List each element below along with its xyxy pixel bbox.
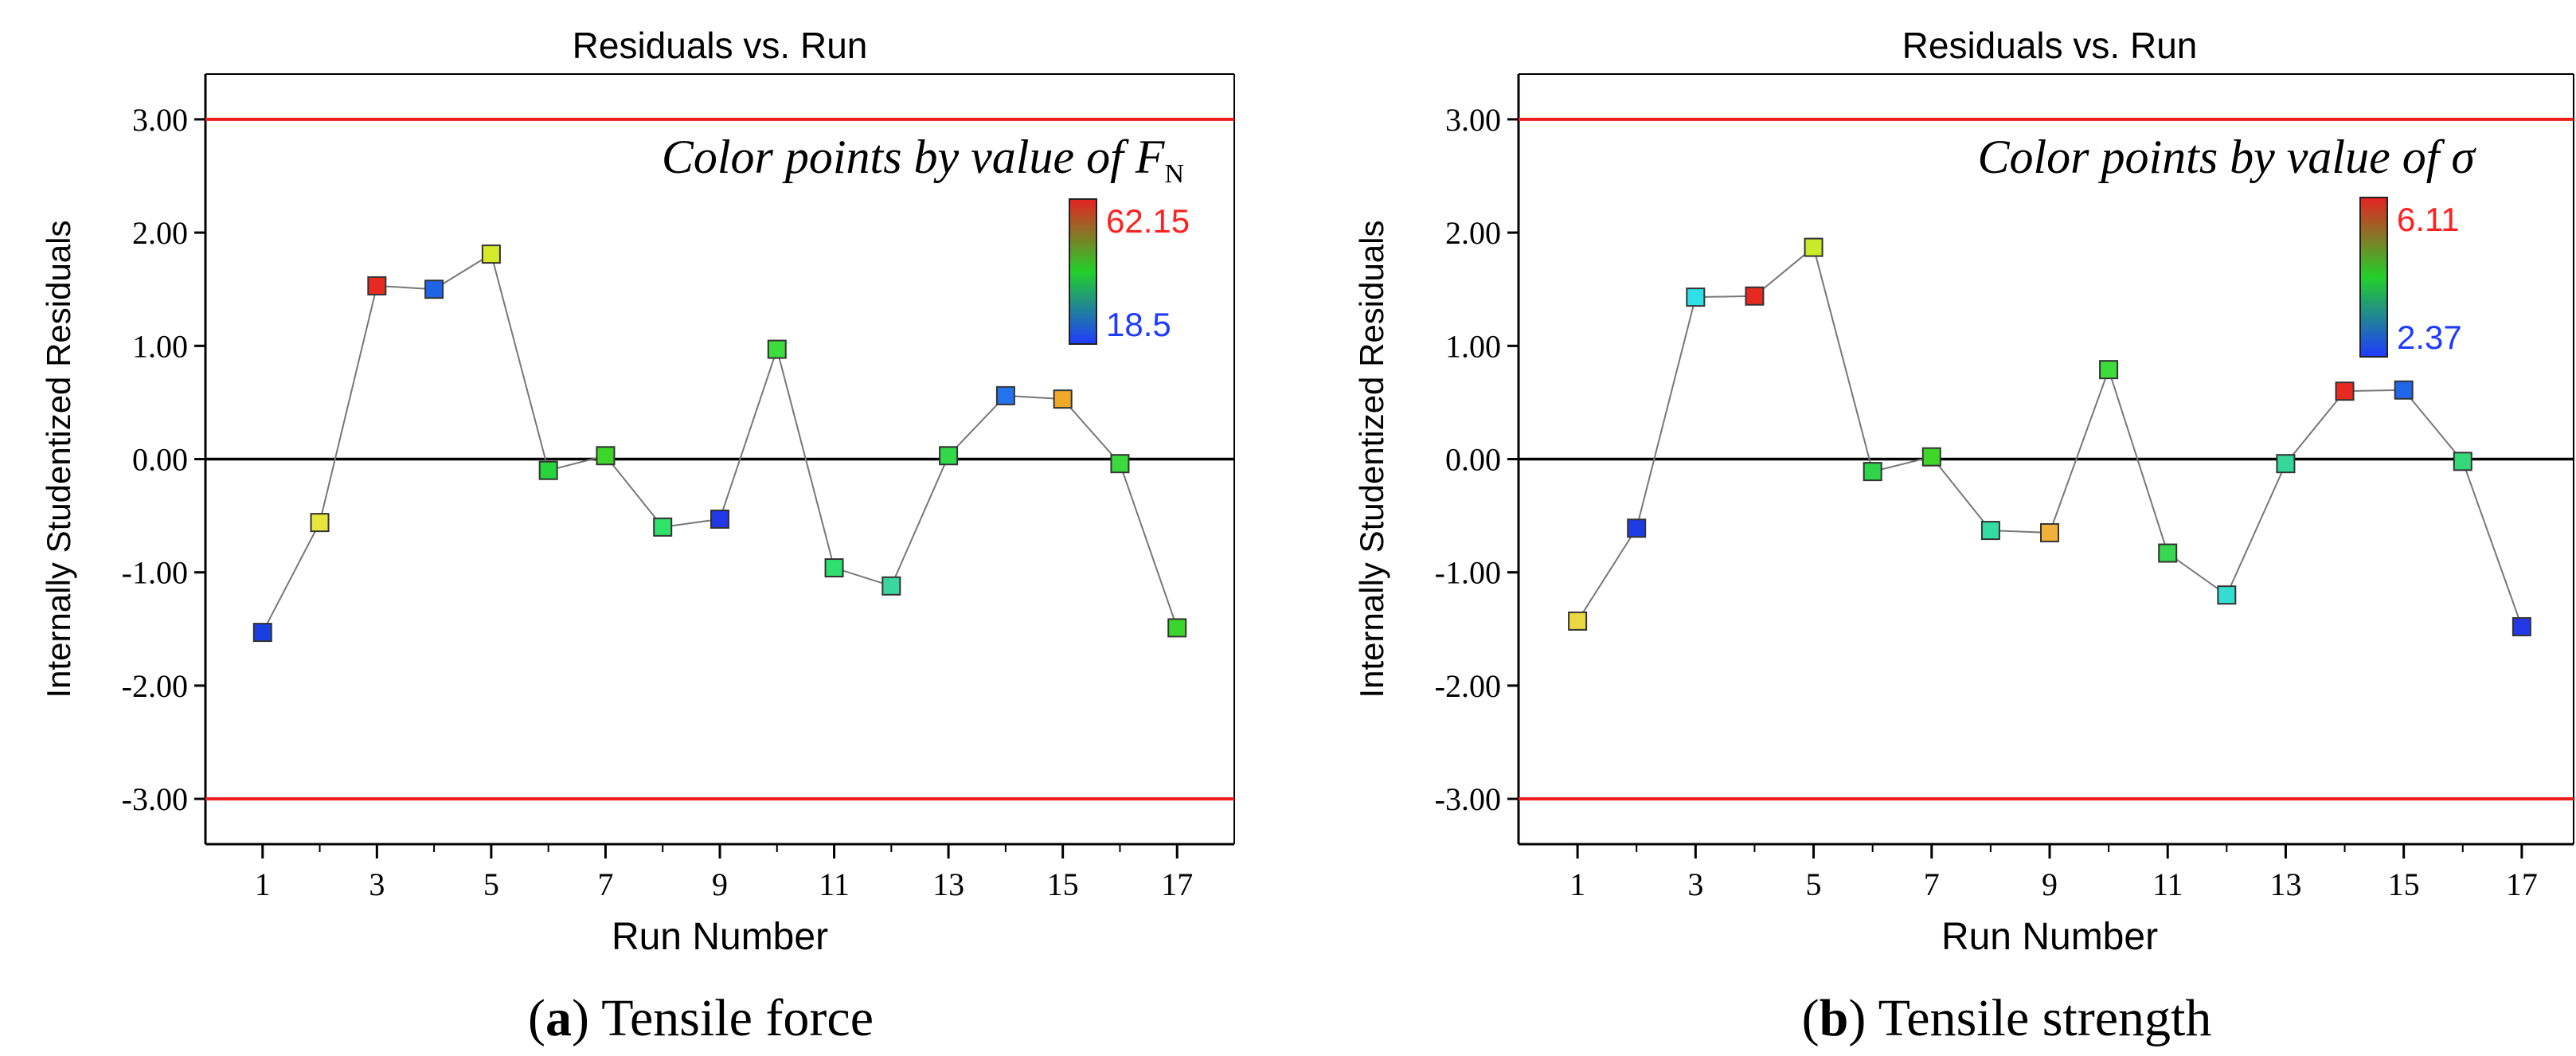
chart-a-y-tick-label: -1.00	[122, 555, 188, 591]
chart-a-point-run-8	[653, 517, 673, 537]
chart-a-point-run-12	[881, 576, 901, 596]
chart-a-y-tick-label: 1.00	[132, 328, 188, 364]
chart-a-point-run-6	[538, 460, 558, 480]
chart-b-color-scale-bar	[2359, 197, 2388, 358]
chart-a-point-run-4	[424, 280, 444, 299]
chart-b-title: Residuals vs. Run	[1902, 25, 2198, 66]
chart-b-x-tick-label: 3	[1687, 866, 1703, 902]
chart-b-y-tick-label: 3.00	[1445, 102, 1501, 138]
chart-b-point-run-17	[2512, 616, 2531, 636]
chart-a-point-run-15	[1053, 389, 1073, 409]
chart-b-x-tick-label: 7	[1924, 866, 1940, 902]
chart-b-point-run-6	[1863, 462, 1882, 482]
chart-a-x-tick-label: 7	[597, 866, 613, 902]
chart-a-x-tick-label: 9	[712, 866, 728, 902]
chart-b-point-run-1	[1568, 611, 1588, 631]
chart-b-point-run-9	[2040, 522, 2059, 542]
chart-a-x-tick-label: 3	[369, 866, 385, 902]
chart-b-caption: (b) Tensile strength	[1802, 989, 2212, 1047]
chart-a-color-scale-low-label: 18.5	[1106, 306, 1171, 343]
chart-panel-b: Residuals vs. Run 3.00 2.00 1.00 0.00 -1.00 -2…	[1353, 25, 2574, 1047]
chart-a-caption: (a) Tensile force	[528, 989, 874, 1047]
chart-b-x-tick-label: 11	[2152, 866, 2183, 902]
chart-a-y-tick-label: 3.00	[132, 102, 188, 138]
chart-a-x-tick-label: 15	[1047, 866, 1079, 902]
chart-a-y-tick-label: -3.00	[122, 781, 188, 817]
chart-b-x-tick-label: 5	[1806, 866, 1822, 902]
chart-b-y-tick-label: 1.00	[1445, 328, 1501, 364]
chart-a-point-run-3	[367, 276, 387, 295]
chart-b-color-scale-high-label: 6.11	[2397, 201, 2460, 238]
chart-a-residual-line	[261, 252, 1179, 633]
chart-b-x-tick-label: 15	[2388, 866, 2420, 902]
chart-a-point-run-16	[1110, 454, 1130, 474]
chart-a-point-run-5	[481, 244, 501, 264]
chart-b-point-run-13	[2276, 454, 2296, 474]
chart-a-color-scale-high-label: 62.15	[1106, 202, 1190, 240]
chart-b-point-run-3	[1686, 287, 1706, 307]
chart-b-point-run-2	[1627, 518, 1647, 538]
chart-b-point-run-12	[2217, 585, 2237, 605]
chart-b-x-tick-label: 13	[2269, 866, 2301, 902]
chart-b-x-axis-label: Run Number	[1941, 916, 2158, 958]
chart-a-y-tick-label: -2.00	[122, 668, 188, 704]
chart-a-y-axis-label: Internally Studentized Residuals	[40, 220, 77, 698]
chart-b-x-tick-label: 9	[2042, 866, 2058, 902]
chart-a-point-run-9	[710, 509, 729, 529]
chart-b-point-run-7	[1921, 447, 1941, 467]
chart-a-point-run-11	[824, 558, 844, 578]
chart-b-point-run-14	[2335, 381, 2355, 401]
chart-b-color-scale-low-label: 2.37	[2397, 319, 2462, 356]
chart-b-x-tick-label: 1	[1569, 866, 1585, 902]
chart-b-point-run-8	[1980, 521, 2000, 541]
chart-b-point-run-16	[2453, 452, 2472, 471]
chart-a-x-tick-label: 11	[819, 866, 850, 902]
chart-a-x-axis-label: Run Number	[612, 916, 828, 958]
chart-b-y-tick-label: -1.00	[1435, 555, 1501, 591]
chart-a-point-run-2	[310, 513, 330, 533]
chart-b-x-tick-label: 17	[2506, 866, 2538, 902]
chart-b-y-tick-label: 0.00	[1445, 442, 1501, 478]
chart-a-annotation: Color points by value of FN	[662, 131, 1184, 189]
chart-a-point-run-7	[596, 446, 616, 466]
chart-a-x-tick-label: 5	[483, 866, 499, 902]
chart-b-point-run-15	[2394, 380, 2414, 400]
chart-a-point-run-1	[252, 623, 272, 643]
chart-b-annotation: Color points by value of σ	[1977, 131, 2476, 183]
chart-b-point-run-5	[1804, 237, 1824, 257]
chart-b-y-axis-label: Internally Studentized Residuals	[1353, 220, 1390, 698]
chart-b-point-run-11	[2158, 543, 2178, 563]
chart-a-title: Residuals vs. Run	[573, 25, 868, 66]
chart-a-point-run-17	[1167, 618, 1187, 638]
chart-a-color-scale-bar	[1069, 198, 1097, 345]
chart-panel-a: Residuals vs. Run 3.00 2.00 1.00 0.00 -1.00 -2…	[40, 25, 1235, 1047]
chart-a-x-tick-label: 13	[932, 866, 964, 902]
chart-a-y-tick-label: 2.00	[132, 215, 188, 251]
chart-a-point-run-14	[995, 385, 1015, 405]
chart-b-y-tick-label: -3.00	[1435, 781, 1501, 817]
chart-a-x-tick-label: 1	[255, 866, 271, 902]
chart-a-point-run-10	[767, 339, 787, 359]
chart-a-x-tick-label: 17	[1161, 866, 1193, 902]
chart-b-point-run-10	[2099, 360, 2119, 380]
chart-b-point-run-4	[1745, 286, 1765, 306]
chart-b-y-tick-label: -2.00	[1435, 668, 1501, 704]
chart-b-y-tick-label: 2.00	[1445, 215, 1501, 251]
chart-a-point-run-13	[939, 446, 959, 466]
chart-a-y-tick-label: 0.00	[132, 442, 188, 478]
